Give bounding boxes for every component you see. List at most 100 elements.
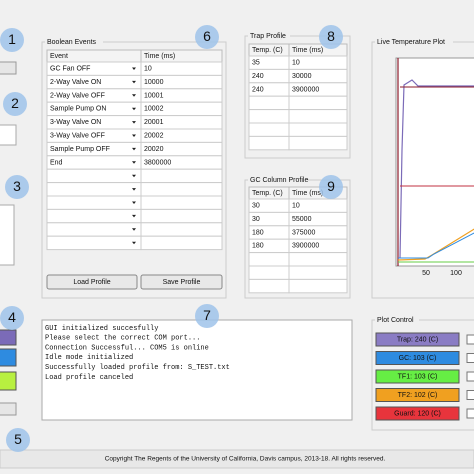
marker-number: 4 bbox=[8, 309, 16, 325]
dropdown-arrow[interactable] bbox=[132, 174, 136, 178]
dropdown-arrow[interactable] bbox=[132, 188, 136, 191]
checkbox[interactable] bbox=[466, 334, 474, 345]
cut-button[interactable] bbox=[0, 61, 17, 75]
checkbox[interactable] bbox=[466, 408, 474, 419]
plot-toggle-label[interactable]: TF2: 102 (C) bbox=[398, 392, 438, 399]
group-title: GC Column Profile bbox=[250, 177, 308, 184]
cell-text: Sample Pump OFF bbox=[50, 146, 110, 153]
table-cell[interactable] bbox=[140, 168, 223, 184]
table-cell[interactable] bbox=[248, 135, 290, 151]
cell-text: 240 bbox=[252, 73, 264, 80]
cell-text: 35 bbox=[252, 60, 260, 67]
marker-circle bbox=[319, 25, 343, 49]
table-cell[interactable] bbox=[46, 168, 142, 184]
table-cell[interactable] bbox=[288, 109, 348, 124]
dropdown-arrow[interactable] bbox=[132, 107, 136, 111]
console-line: Load profile canceled bbox=[45, 374, 133, 382]
dropdown-arrow[interactable] bbox=[132, 241, 136, 245]
plot-toggle[interactable] bbox=[375, 351, 460, 365]
table-cell[interactable] bbox=[248, 252, 290, 267]
plot-toggle-label[interactable]: TF1: 103 (C) bbox=[398, 373, 438, 380]
table-cell[interactable] bbox=[248, 95, 290, 111]
column-header: Event bbox=[50, 53, 68, 60]
plot-toggle[interactable] bbox=[375, 388, 460, 402]
plot-toggle[interactable] bbox=[375, 369, 460, 384]
plot-toggle[interactable] bbox=[375, 332, 460, 347]
footer-text: Copyright The Regents of the University … bbox=[105, 456, 386, 463]
console-line: GUI initialized succesfully bbox=[45, 325, 158, 333]
column-header: Time (ms) bbox=[292, 47, 323, 54]
column-header: Time (ms) bbox=[144, 53, 175, 60]
table-cell[interactable] bbox=[46, 208, 142, 224]
dropdown-arrow[interactable] bbox=[132, 134, 136, 138]
cut-field bbox=[0, 124, 17, 146]
table-cell[interactable] bbox=[46, 195, 142, 210]
cell-text: 30 bbox=[252, 216, 260, 223]
table-cell[interactable] bbox=[248, 122, 290, 137]
plot-line bbox=[398, 232, 474, 259]
button[interactable] bbox=[46, 274, 138, 290]
plot-toggle[interactable] bbox=[375, 406, 460, 421]
table-cell[interactable] bbox=[46, 235, 142, 251]
marker-circle bbox=[3, 92, 27, 116]
plot-toggle-label[interactable]: Trap: 240 (C) bbox=[397, 336, 438, 343]
table-cell[interactable] bbox=[140, 61, 223, 76]
dropdown-arrow[interactable] bbox=[132, 147, 136, 151]
dropdown-arrow[interactable] bbox=[132, 67, 136, 71]
table-cell[interactable] bbox=[248, 109, 290, 124]
group-box bbox=[371, 319, 474, 431]
table-cell[interactable] bbox=[140, 222, 223, 237]
marker-number: 8 bbox=[327, 28, 335, 44]
marker-circle bbox=[5, 175, 29, 199]
button-label[interactable]: Save Profile bbox=[163, 279, 201, 286]
button[interactable] bbox=[140, 274, 223, 290]
cut-button[interactable] bbox=[0, 402, 17, 416]
checkbox[interactable] bbox=[466, 353, 474, 363]
dropdown-arrow[interactable] bbox=[132, 228, 136, 231]
table-cell[interactable] bbox=[288, 252, 348, 267]
marker-circle bbox=[319, 175, 343, 199]
plot-toggle-label[interactable]: GC: 103 (C) bbox=[399, 355, 437, 362]
table-cell[interactable] bbox=[140, 195, 223, 210]
dropdown-arrow[interactable] bbox=[132, 161, 136, 164]
group-title: Boolean Events bbox=[47, 39, 97, 46]
table-cell[interactable] bbox=[46, 222, 142, 237]
group-title: Plot Control bbox=[377, 317, 414, 324]
title-bg bbox=[375, 316, 419, 324]
checkbox[interactable] bbox=[466, 371, 474, 382]
dropdown-arrow[interactable] bbox=[132, 121, 136, 124]
marker-number: 7 bbox=[203, 307, 211, 323]
table-cell[interactable] bbox=[46, 182, 142, 197]
x-tick-label: 50 bbox=[422, 270, 430, 277]
button-label[interactable]: Load Profile bbox=[73, 279, 110, 286]
table-cell[interactable] bbox=[140, 208, 223, 224]
table-cell[interactable] bbox=[288, 278, 348, 294]
plot-toggle-label[interactable]: Guard: 120 (C) bbox=[394, 410, 441, 417]
table-cell[interactable] bbox=[140, 235, 223, 251]
table-cell[interactable] bbox=[248, 265, 290, 280]
table-header bbox=[46, 49, 223, 63]
group-box bbox=[244, 35, 351, 159]
dropdown-arrow[interactable] bbox=[132, 80, 136, 84]
title-bg bbox=[45, 38, 103, 46]
table-cell[interactable] bbox=[288, 265, 348, 280]
table-cell[interactable] bbox=[140, 182, 223, 197]
table-cell[interactable] bbox=[288, 122, 348, 137]
marker-number: 2 bbox=[11, 95, 19, 111]
marker-circle bbox=[195, 25, 219, 49]
plot-line bbox=[399, 79, 474, 259]
table-cell[interactable] bbox=[288, 95, 348, 111]
console-line: Idle mode initialized bbox=[45, 354, 133, 362]
cell-text: 20001 bbox=[144, 119, 164, 126]
checkbox[interactable] bbox=[466, 390, 474, 400]
dropdown-arrow[interactable] bbox=[132, 214, 136, 218]
table-cell[interactable] bbox=[288, 135, 348, 151]
cut-field bbox=[0, 204, 15, 266]
table-cell[interactable] bbox=[248, 278, 290, 294]
dropdown-arrow[interactable] bbox=[132, 94, 136, 97]
cell-text: 30 bbox=[252, 203, 260, 210]
cell-text: 20020 bbox=[144, 146, 164, 153]
dropdown-arrow[interactable] bbox=[132, 201, 136, 205]
title-bg bbox=[375, 38, 453, 46]
